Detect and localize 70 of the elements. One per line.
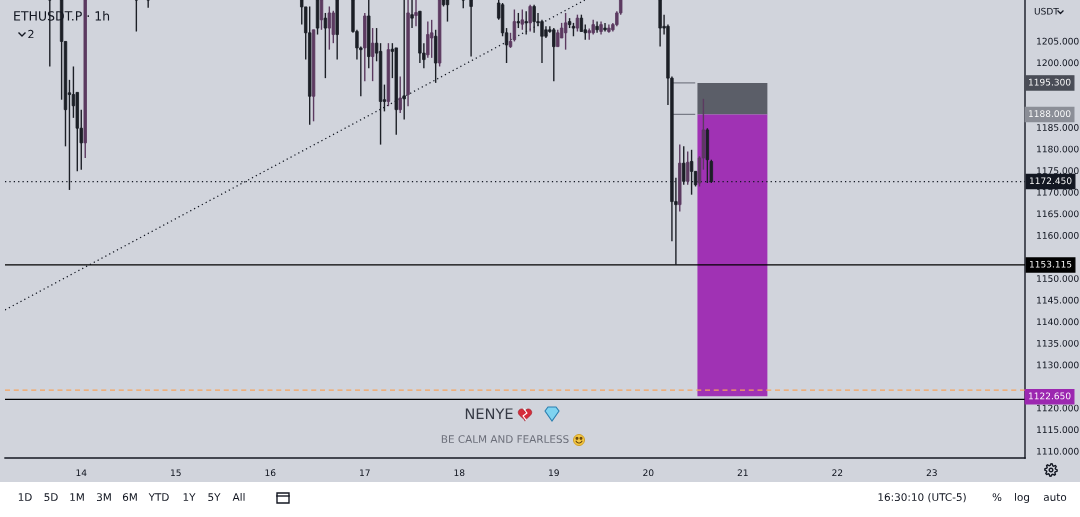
annotation: BE CALM AND FEARLESS [441, 435, 569, 444]
x-tick-label: 17 [360, 469, 370, 476]
text: auto [1043, 493, 1067, 502]
text: 1122.650 [1028, 392, 1071, 400]
candlestick [410, 0, 414, 29]
candlestick [429, 19, 434, 59]
candlestick [552, 27, 556, 82]
text: 5Y [208, 493, 221, 502]
candlestick [682, 145, 686, 186]
text: 1195.300 [1028, 78, 1071, 86]
y-tick-label: 1110.000 [1037, 447, 1079, 455]
candlestick [524, 10, 528, 36]
annotation: NENYE [465, 408, 513, 420]
y-tick-label: 1200.000 [1037, 59, 1079, 67]
candlestick [532, 4, 536, 34]
x-tick-label: 23 [926, 469, 937, 477]
candlestick [323, 12, 328, 79]
y-tick-label: 1185.000 [1037, 124, 1079, 131]
x-tick-label: 19 [549, 469, 559, 477]
candlestick [686, 150, 690, 186]
candlestick [426, 20, 430, 59]
candlestick [528, 4, 532, 33]
y-tick-label: 1120.000 [1037, 404, 1079, 412]
text: 1M [70, 493, 84, 501]
candlestick [563, 12, 568, 51]
text: % [992, 493, 1002, 502]
y-axis-title: USDT [1034, 7, 1059, 15]
text: 3M [96, 493, 111, 502]
y-tick-label: 1165.000 [1037, 210, 1079, 218]
text: YTD [148, 493, 169, 501]
y-tick-label: 1140.000 [1037, 318, 1079, 326]
candlestick [319, 0, 324, 31]
text: 5D [44, 493, 58, 502]
ref-line-label: 1153.115 [1029, 260, 1072, 268]
y-tick-label: 1130.000 [1037, 361, 1079, 369]
y-tick-label: 1150.000 [1037, 275, 1079, 282]
candlestick [469, 0, 473, 58]
candlestick [398, 75, 402, 114]
text: 1D [18, 493, 32, 501]
x-tick-label: 16 [265, 469, 276, 477]
candlestick [414, 0, 418, 28]
candlestick [520, 8, 525, 31]
x-tick-label: 21 [737, 469, 748, 476]
ref-line-label: 1172.450 [1029, 177, 1072, 185]
y-tick-label: 1115.000 [1037, 426, 1079, 434]
candlestick [603, 22, 607, 33]
y-tick-label: 1205.000 [1037, 37, 1079, 45]
annotation: 2 [28, 29, 34, 39]
y-tick-label: 1180.000 [1037, 145, 1079, 153]
candlestick [402, 0, 406, 121]
y-tick-label: 1145.000 [1037, 296, 1079, 304]
x-tick-label: 14 [76, 469, 87, 476]
candlestick [134, 0, 139, 33]
text: 16:30:10 (UTC-5) [878, 492, 966, 503]
text: 1188.000 [1028, 110, 1071, 118]
text: All [232, 492, 245, 501]
y-tick-label: 1170.000 [1037, 188, 1079, 196]
x-tick-label: 20 [643, 469, 654, 477]
y-tick-label: 1175.000 [1037, 167, 1079, 175]
text: 6M [122, 493, 137, 502]
y-tick-label: 1160.000 [1037, 231, 1079, 239]
candlestick [146, 0, 150, 9]
candlestick [370, 27, 375, 82]
x-tick-label: 22 [832, 469, 843, 476]
x-tick-label: 18 [454, 469, 465, 477]
y-tick-label: 1135.000 [1037, 339, 1079, 347]
text: 1Y [183, 493, 196, 501]
candlestick [327, 5, 332, 51]
text: log [1015, 492, 1029, 504]
x-tick-label: 15 [171, 469, 181, 477]
